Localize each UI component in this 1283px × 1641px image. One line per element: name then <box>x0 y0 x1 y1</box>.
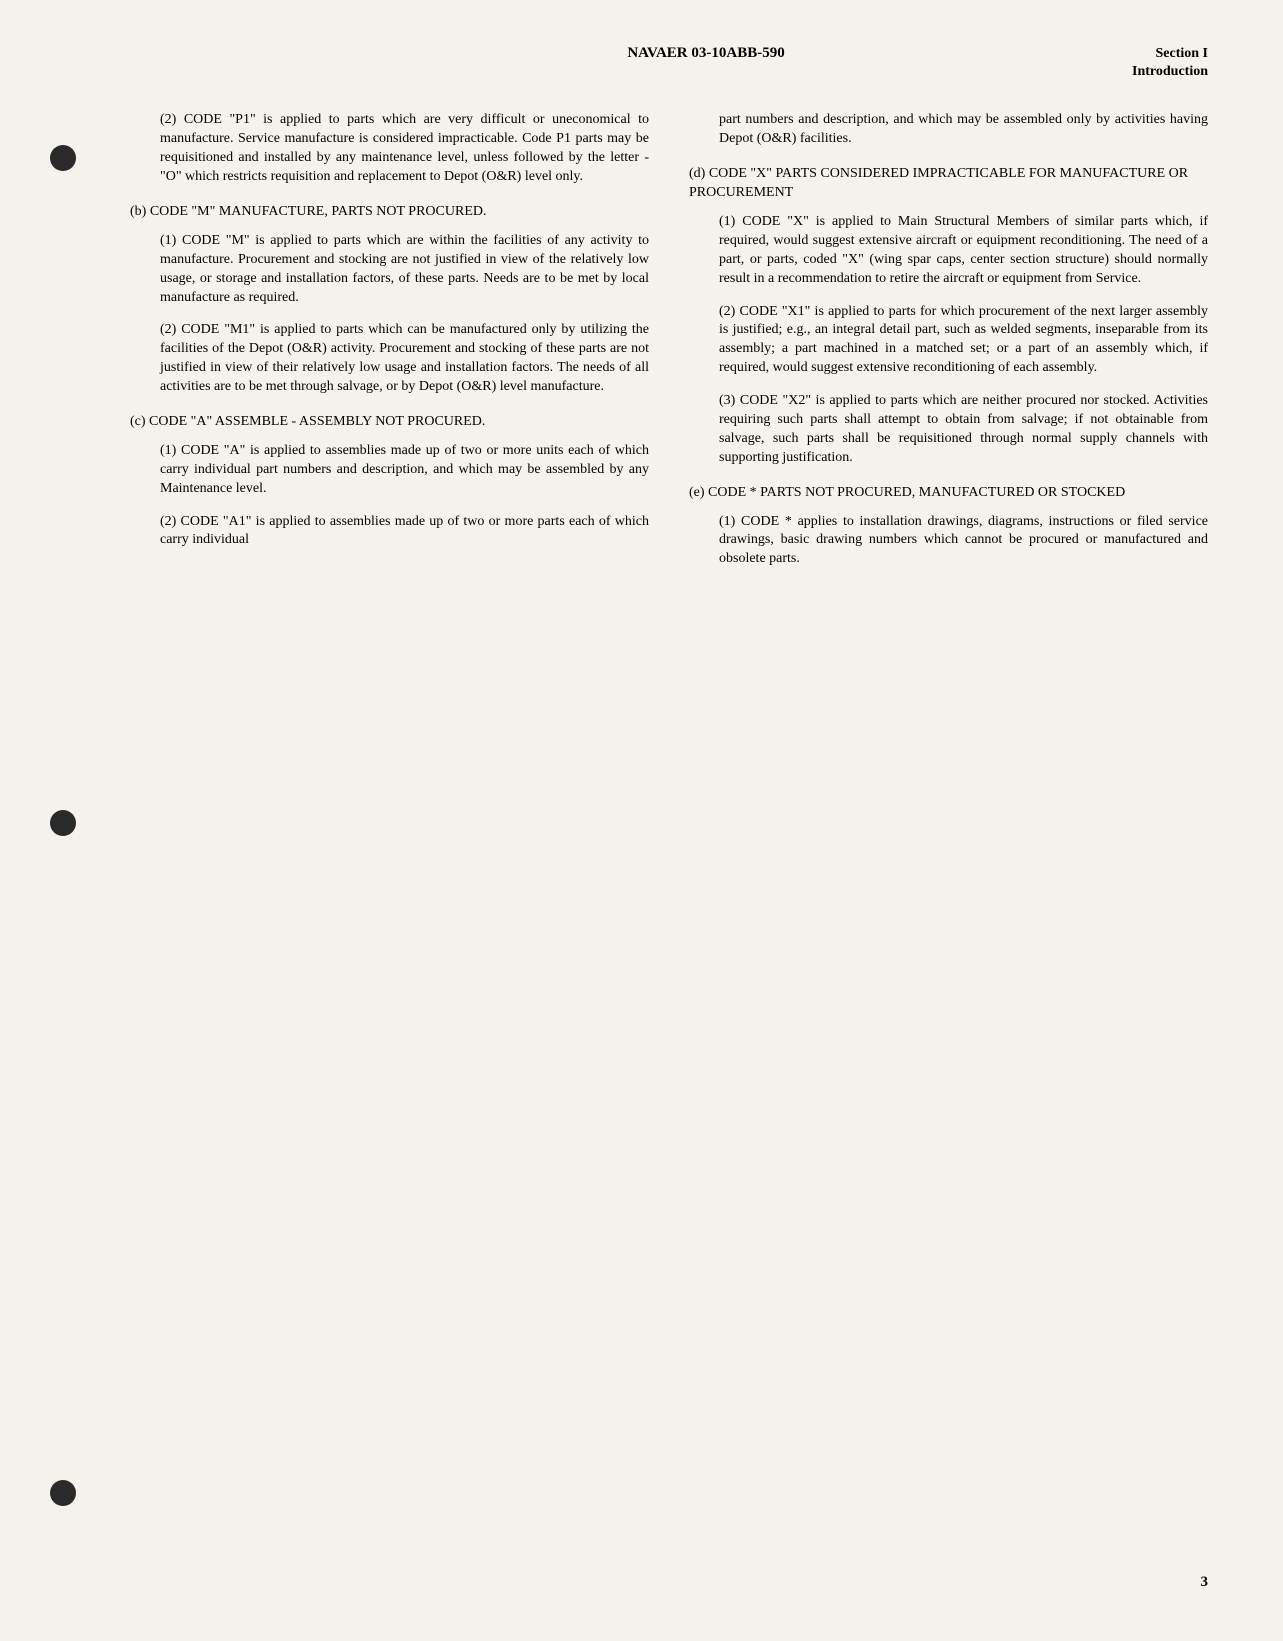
section-subtitle: Introduction <box>1132 63 1208 81</box>
document-body: (2) CODE "P1" is applied to parts which … <box>130 111 1208 583</box>
page-number: 3 <box>1201 1574 1209 1591</box>
section-label: Section I Introduction <box>1132 45 1208 81</box>
code-x1-item: (2) CODE "X1" is applied to parts for wh… <box>719 303 1208 379</box>
punch-hole <box>50 145 76 171</box>
left-column: (2) CODE "P1" is applied to parts which … <box>130 111 649 583</box>
continuation-text: part numbers and description, and which … <box>719 111 1208 149</box>
code-p1-item: (2) CODE "P1" is applied to parts which … <box>160 111 649 187</box>
heading-code-star: (e) CODE * PARTS NOT PROCURED, MANUFACTU… <box>689 484 1208 503</box>
code-x-item: (1) CODE "X" is applied to Main Structur… <box>719 213 1208 289</box>
code-a1-item: (2) CODE "A1" is applied to assemblies m… <box>160 513 649 551</box>
heading-code-m: (b) CODE "M" MANUFACTURE, PARTS NOT PROC… <box>130 203 649 222</box>
punch-hole <box>50 810 76 836</box>
heading-code-a: (c) CODE "A" ASSEMBLE - ASSEMBLY NOT PRO… <box>130 413 649 432</box>
right-column: part numbers and description, and which … <box>689 111 1208 583</box>
heading-code-x: (d) CODE "X" PARTS CONSIDERED IMPRACTICA… <box>689 165 1208 203</box>
code-m1-item: (2) CODE "M1" is applied to parts which … <box>160 321 649 397</box>
section-title: Section I <box>1132 45 1208 63</box>
code-x2-item: (3) CODE "X2" is applied to parts which … <box>719 392 1208 468</box>
code-m-item: (1) CODE "M" is applied to parts which a… <box>160 232 649 308</box>
code-star-item: (1) CODE * applies to installation drawi… <box>719 513 1208 570</box>
code-a-item: (1) CODE "A" is applied to assemblies ma… <box>160 442 649 499</box>
page-header: NAVAER 03-10ABB-590 Section I Introducti… <box>130 45 1208 81</box>
doc-number: NAVAER 03-10ABB-590 <box>280 45 1132 62</box>
punch-hole <box>50 1480 76 1506</box>
